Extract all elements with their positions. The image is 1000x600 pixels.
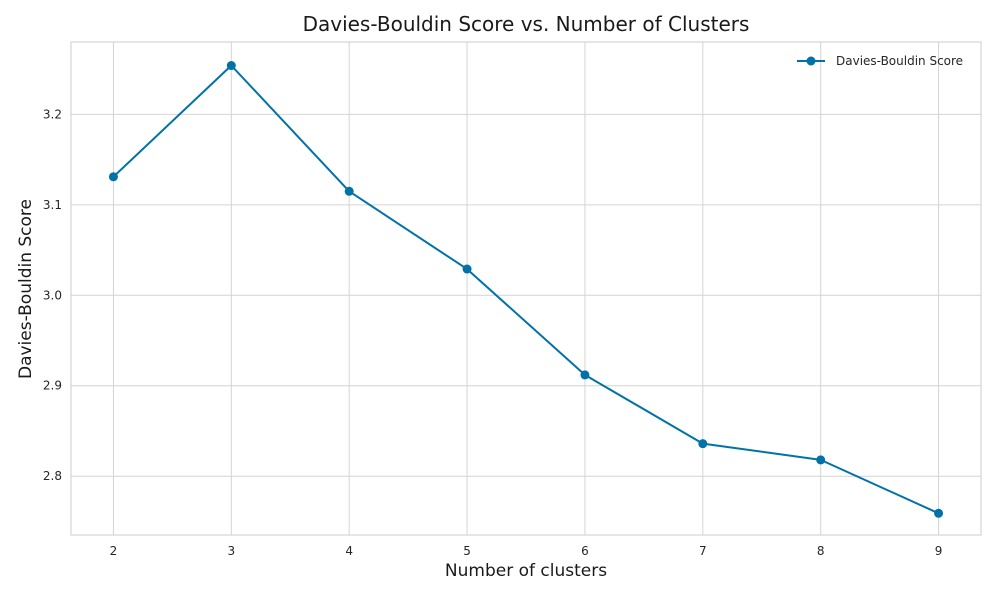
x-tick-label: 9 bbox=[935, 544, 943, 558]
y-tick-label: 2.8 bbox=[43, 469, 62, 483]
y-tick-label: 2.9 bbox=[43, 379, 62, 393]
x-axis-title: Number of clusters bbox=[444, 561, 608, 581]
x-tick-label: 4 bbox=[345, 544, 353, 558]
series-line bbox=[112, 64, 940, 515]
data-point bbox=[462, 264, 472, 274]
y-tick-label: 3.1 bbox=[43, 198, 62, 212]
data-point bbox=[226, 61, 236, 71]
y-tick-label: 3.0 bbox=[43, 288, 62, 302]
legend-marker bbox=[806, 56, 816, 66]
legend-label: Davies-Bouldin Score bbox=[836, 54, 963, 68]
data-point bbox=[580, 370, 590, 380]
x-tick-label: 7 bbox=[699, 544, 707, 558]
data-point bbox=[816, 455, 826, 465]
data-point bbox=[344, 186, 354, 196]
y-axis-title: Davies-Bouldin Score bbox=[16, 198, 36, 380]
x-tick-label: 3 bbox=[227, 544, 235, 558]
data-point bbox=[698, 439, 708, 449]
x-tick-label: 6 bbox=[581, 544, 589, 558]
x-tick-label: 5 bbox=[463, 544, 471, 558]
legend: Davies-Bouldin Score bbox=[797, 54, 963, 68]
chart-title: Davies-Bouldin Score vs. Number of Clust… bbox=[302, 12, 750, 36]
data-point bbox=[934, 508, 944, 518]
data-point bbox=[108, 172, 118, 182]
tick-labels: 2 3 4 5 6 7 8 9 2.8 2.9 3.0 3.1 3.2 bbox=[43, 107, 942, 558]
plot-frame bbox=[70, 41, 982, 536]
grid-layer bbox=[71, 42, 981, 535]
y-tick-label: 3.2 bbox=[43, 107, 62, 121]
series-layer bbox=[108, 61, 944, 518]
x-tick-label: 8 bbox=[817, 544, 825, 558]
x-tick-label: 2 bbox=[110, 544, 118, 558]
